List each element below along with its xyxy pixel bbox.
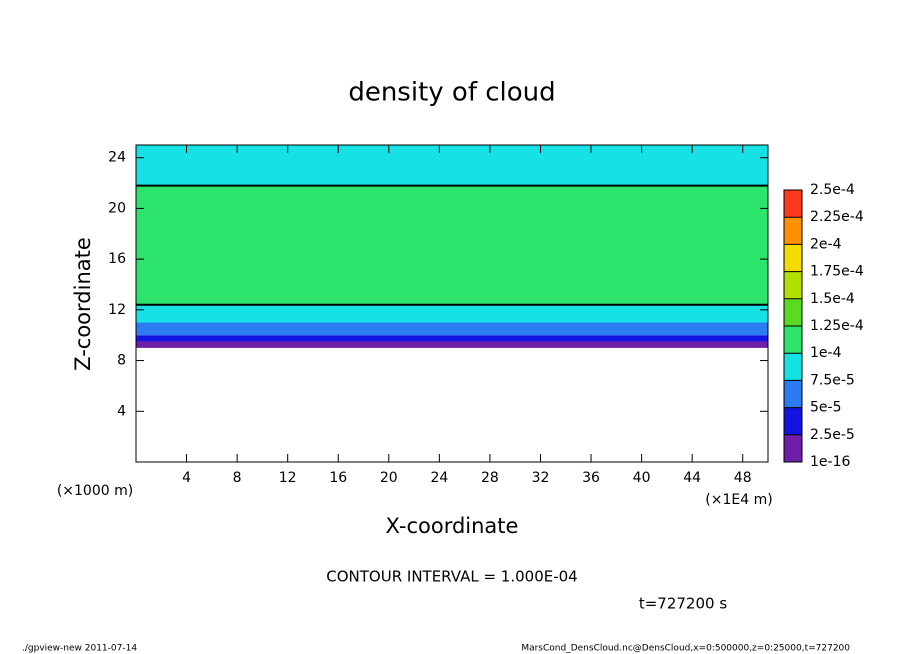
colorbar-frame — [783, 189, 803, 463]
colorbar-tick-label: 1e-4 — [810, 345, 842, 361]
colorbar-tick-label: 2.5e-5 — [810, 427, 855, 443]
heat-cell — [136, 322, 768, 336]
colorbar-box — [784, 244, 802, 272]
colorbar-tick-label: 1.25e-4 — [810, 318, 864, 334]
y-tick-label: 12 — [108, 302, 126, 318]
y-tick-label: 24 — [108, 150, 126, 166]
colorbar-tick-label: 1e-16 — [810, 454, 850, 470]
colorbar-box — [784, 407, 802, 435]
chart-title: density of cloud — [348, 78, 555, 108]
colorbar-tick-label: 2.25e-4 — [810, 209, 864, 225]
x-tick-label: 32 — [532, 470, 550, 486]
x-tick-label: 4 — [182, 470, 191, 486]
colorbar-tick-label: 2e-4 — [810, 236, 842, 252]
y-tick-label: 8 — [117, 353, 126, 369]
contour-text: CONTOUR INTERVAL = 1.000E-04 — [326, 568, 577, 586]
colorbar-tick-label: 5e-5 — [810, 400, 841, 416]
y-tick-label: 16 — [108, 251, 126, 267]
x-tick-label: 36 — [582, 470, 600, 486]
x-unit: (×1E4 m) — [705, 492, 772, 508]
colorbar-box — [784, 380, 802, 408]
x-tick-label: 40 — [633, 470, 651, 486]
colorbar-tick-label: 1.5e-4 — [810, 291, 855, 307]
colorbar-tick-label: 7.5e-5 — [810, 372, 855, 388]
y-tick-label: 4 — [117, 403, 126, 419]
plot-frame — [135, 144, 769, 463]
heat-cell — [136, 335, 768, 342]
x-axis-label: X-coordinate — [386, 514, 519, 538]
footer-right: MarsCond_DensCloud.nc@DensCloud,x=0:5000… — [521, 644, 850, 654]
x-tick-label: 8 — [233, 470, 242, 486]
y-unit: (×1000 m) — [57, 483, 133, 499]
y-axis-label: Z-coordinate — [71, 237, 95, 371]
colorbar-box — [784, 190, 802, 218]
x-tick-label: 12 — [279, 470, 297, 486]
footer-left: ./gpview-new 2011-07-14 — [22, 644, 137, 654]
x-tick-label: 28 — [481, 470, 499, 486]
colorbar-box — [784, 434, 802, 462]
time-text: t=727200 s — [639, 595, 727, 613]
colorbar-box — [784, 217, 802, 245]
colorbar-tick-label: 2.5e-4 — [810, 182, 855, 198]
x-tick-label: 24 — [430, 470, 448, 486]
heat-cell — [136, 145, 768, 186]
colorbar-box — [784, 353, 802, 381]
y-tick-label: 20 — [108, 200, 126, 216]
colorbar-box — [784, 271, 802, 299]
x-tick-label: 20 — [380, 470, 398, 486]
colorbar-box — [784, 326, 802, 354]
colorbar-tick-label: 1.75e-4 — [810, 264, 864, 280]
heat-cell — [136, 185, 768, 305]
colorbar-box — [784, 298, 802, 326]
heat-cell — [136, 304, 768, 323]
x-tick-label: 48 — [734, 470, 752, 486]
x-tick-label: 44 — [683, 470, 701, 486]
heat-cell — [136, 341, 768, 348]
x-tick-label: 16 — [329, 470, 347, 486]
